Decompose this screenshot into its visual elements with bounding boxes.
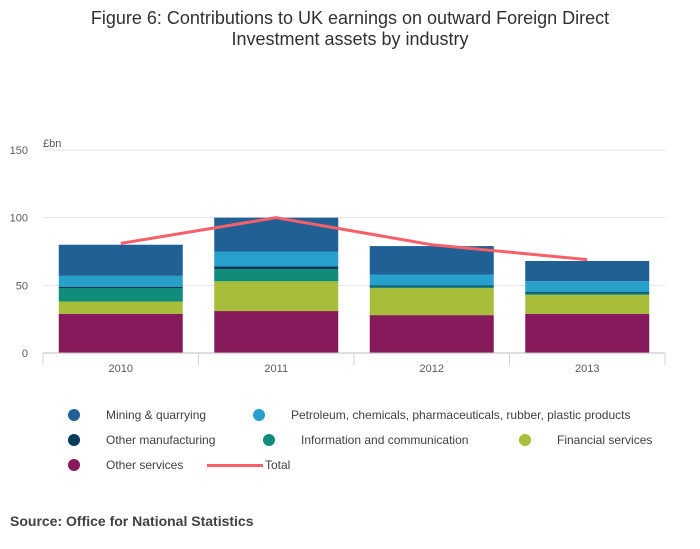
bar-2011-series-5 xyxy=(214,217,339,252)
chart-title-line-2: Investment assets by industry xyxy=(231,29,469,49)
legend-label: Total xyxy=(265,458,291,472)
bar-2011-series-0 xyxy=(214,311,339,353)
bar-2010-series-5 xyxy=(58,244,183,276)
legend-label: Mining & quarrying xyxy=(106,408,207,422)
bar-2012-series-3 xyxy=(369,285,494,287)
bar-2012-series-0 xyxy=(369,315,494,353)
legend-label: Financial services xyxy=(557,433,653,447)
bar-2010-series-0 xyxy=(58,313,183,353)
bar-2012-series-2 xyxy=(369,286,494,289)
x-tick-label-2011: 2011 xyxy=(264,363,288,375)
bar-2011-series-2 xyxy=(214,269,339,282)
legend-dot-swatch xyxy=(68,409,80,421)
legend-dot-swatch xyxy=(519,434,531,446)
bar-2013-series-4 xyxy=(525,281,650,293)
y-axis-label: £bn xyxy=(43,138,61,150)
x-tick-label-2010: 2010 xyxy=(109,363,133,375)
bar-2013-series-0 xyxy=(525,313,650,353)
bar-2013-series-3 xyxy=(525,292,650,294)
bar-2011-series-4 xyxy=(214,251,339,267)
legend-dot-swatch xyxy=(263,434,275,446)
chart-title: Figure 6: Contributions to UK earnings o… xyxy=(0,8,700,50)
x-tick-label-2012: 2012 xyxy=(420,363,444,375)
bar-2010-series-4 xyxy=(58,275,183,287)
legend-dot-swatch xyxy=(68,459,80,471)
legend-dot-swatch xyxy=(68,434,80,446)
y-tick-label-50: 50 xyxy=(16,280,28,292)
legend-label: Petroleum, chemicals, pharmaceuticals, r… xyxy=(291,408,631,422)
y-tick-label-0: 0 xyxy=(22,348,28,360)
bar-2011-series-1 xyxy=(214,281,339,312)
total-line xyxy=(120,216,588,262)
bar-2013-series-5 xyxy=(525,260,650,282)
bar-2010-series-3 xyxy=(58,286,183,289)
bar-2012-series-4 xyxy=(369,274,494,286)
legend-line-swatch xyxy=(207,464,263,467)
bar-2010-series-2 xyxy=(58,288,183,302)
bar-2013-series-2 xyxy=(525,293,650,295)
x-tick-label-2013: 2013 xyxy=(575,363,599,375)
y-tick-label-100: 100 xyxy=(10,213,28,225)
chart-title-line-1: Figure 6: Contributions to UK earnings o… xyxy=(90,8,610,28)
bar-2012-series-1 xyxy=(369,288,494,316)
legend-label: Other services xyxy=(106,458,184,472)
y-tick-label-150: 150 xyxy=(10,145,28,157)
bar-2010-series-1 xyxy=(58,301,183,314)
legend-label: Information and communication xyxy=(301,433,469,447)
legend-label: Other manufacturing xyxy=(106,433,216,447)
bar-2011-series-3 xyxy=(214,266,339,270)
source-note: Source: Office for National Statistics xyxy=(10,513,254,529)
legend-dot-swatch xyxy=(253,409,265,421)
bar-2013-series-1 xyxy=(525,294,650,314)
bar-2012-series-5 xyxy=(369,246,494,275)
